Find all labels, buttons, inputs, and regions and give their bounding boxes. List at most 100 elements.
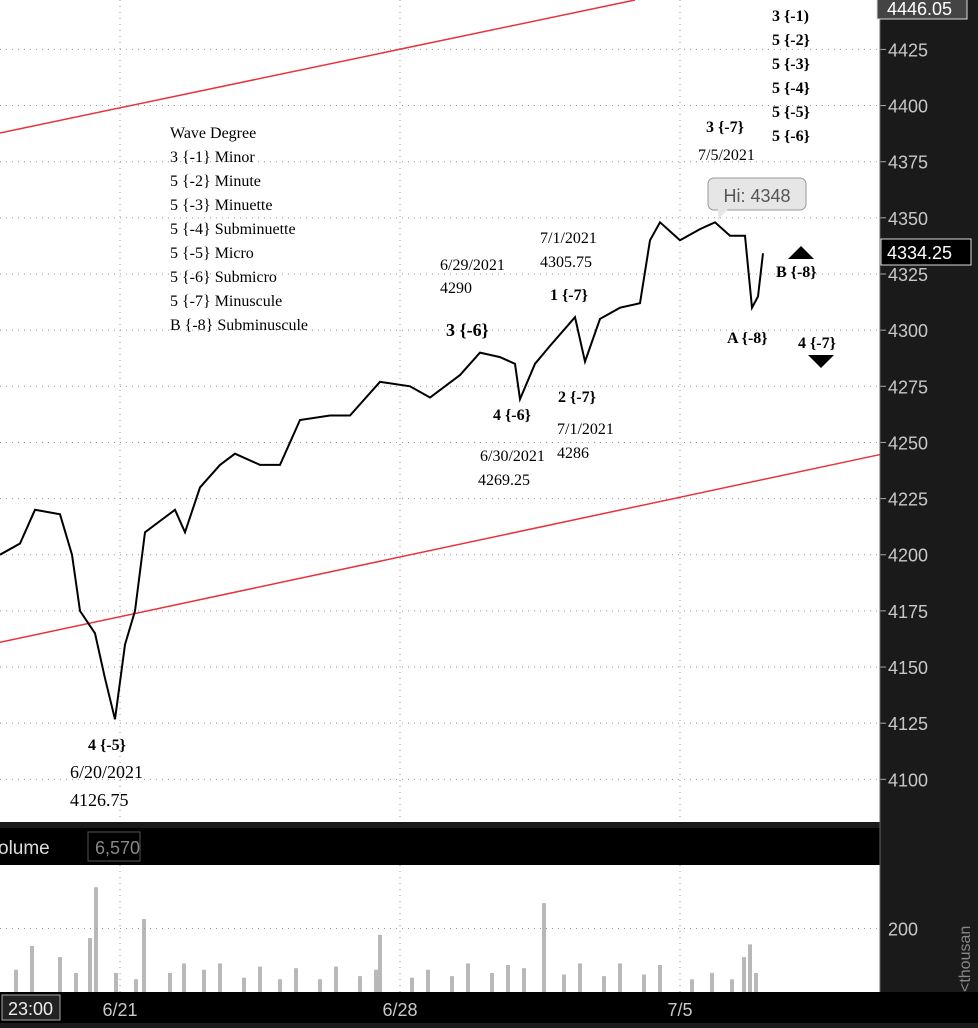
volume-bar [410, 977, 414, 992]
volume-bar [74, 972, 78, 992]
volume-bar [242, 977, 246, 992]
wave-annotation: 5 {-5} [772, 104, 810, 121]
volume-tick-label: 200 [888, 920, 918, 940]
wave-annotation: 2 {-7} [558, 389, 596, 406]
y-tick-label: 4250 [888, 433, 928, 453]
wave-annotation: 4269.25 [478, 472, 530, 489]
wave-annotation: 4 {-7} [798, 335, 836, 352]
volume-header [0, 828, 880, 865]
volume-bar [490, 972, 494, 992]
volume-bar [602, 976, 606, 992]
start-time: 23:00 [8, 999, 53, 1019]
volume-bar [134, 979, 138, 992]
volume-bar [168, 972, 172, 992]
volume-bar [710, 972, 714, 992]
volume-axis-label: <thousan [957, 926, 974, 992]
volume-bar [294, 968, 298, 992]
volume-bar [522, 968, 526, 992]
channel-line [0, 0, 636, 134]
y-tick-label: 4125 [888, 714, 928, 734]
volume-last-box [87, 831, 141, 862]
wave-legend-line: 5 {-6} Submicro [170, 269, 277, 286]
volume-bar [450, 976, 454, 992]
y-tick-label: 4300 [888, 321, 928, 341]
volume-bar [142, 918, 146, 992]
wave-annotation: 6/29/2021 [440, 257, 505, 274]
volume-bar [754, 972, 758, 992]
wave-legend-line: Wave Degree [170, 125, 256, 142]
last-price: 4334.25 [887, 243, 952, 263]
volume-bar [562, 974, 566, 992]
volume-bar [578, 963, 582, 992]
high-callout-tail [718, 209, 728, 220]
high-label: Hi: 4348 [723, 186, 790, 206]
volume-bar [690, 979, 694, 992]
volume-bar [182, 963, 186, 992]
volume-bar [14, 969, 18, 992]
wave-annotation: 4286 [557, 445, 589, 462]
volume-panel [0, 865, 880, 992]
wave-legend-line: 5 {-3} Minuette [170, 197, 272, 214]
y-tick-label: 4200 [888, 546, 928, 566]
volume-bar [542, 903, 546, 992]
wave-annotation: 7/1/2021 [540, 230, 597, 247]
volume-bar [114, 972, 118, 992]
wave-annotation: 3 {-6} [446, 320, 489, 340]
wave-annotation: 3 {-1) [772, 8, 809, 25]
start-time-box [1, 994, 61, 1021]
y-tick-label: 4150 [888, 658, 928, 678]
wave-annotation: B {-8} [776, 264, 817, 281]
y-tick-label: 4325 [888, 265, 928, 285]
wave-annotation: 6/30/2021 [480, 448, 545, 465]
y-tick-label: 4425 [888, 40, 928, 60]
price-line [0, 220, 764, 720]
volume-bar [318, 979, 322, 992]
top-price: 4446.05 [887, 0, 952, 19]
volume-bar [278, 979, 282, 992]
y-tick-label: 4275 [888, 377, 928, 397]
wave-annotation: A {-8} [727, 330, 768, 347]
y-tick-label: 4225 [888, 490, 928, 510]
volume-bar [658, 965, 662, 992]
y-tick-label: 4175 [888, 602, 928, 622]
time-axis [0, 992, 978, 1023]
wave-annotation: 4 {-6} [493, 407, 531, 424]
volume-bar [218, 963, 222, 992]
wave-legend-line: 5 {-4} Subminuette [170, 221, 296, 238]
arrow-up [788, 246, 814, 259]
high-callout [707, 177, 807, 211]
volume-bar [466, 963, 470, 992]
y-tick-label: 4100 [888, 770, 928, 790]
volume-bar [334, 966, 338, 992]
wave-annotation: 7/5/2021 [698, 147, 755, 164]
x-tick-label: 6/21 [102, 1000, 137, 1020]
top-price-box [876, 0, 968, 20]
wave-annotation: 6/20/2021 [70, 762, 143, 782]
wave-legend-line: 5 {-2} Minute [170, 173, 261, 190]
volume-bar [730, 979, 734, 992]
wave-annotation: 1 {-7} [550, 287, 588, 304]
volume-bar [358, 976, 362, 992]
volume-bar [506, 965, 510, 992]
wave-legend-line: 3 {-1} Minor [170, 149, 255, 166]
volume-bar [618, 963, 622, 992]
y-tick-label: 4350 [888, 209, 928, 229]
wave-legend-line: 5 {-5} Micro [170, 245, 254, 262]
wave-annotation: 3 {-7} [706, 119, 744, 136]
x-tick-label: 7/5 [667, 1000, 692, 1020]
volume-bar [374, 969, 378, 992]
y-tick-label: 4375 [888, 153, 928, 173]
wave-annotation: 5 {-2} [772, 32, 810, 49]
wave-annotation: 5 {-3} [772, 56, 810, 73]
wave-legend-line: B {-8} Subminuscule [170, 317, 308, 334]
volume-bar [378, 934, 382, 992]
volume-bar [426, 969, 430, 992]
volume-bar [258, 966, 262, 992]
wave-annotation: 4290 [440, 280, 472, 297]
wave-annotation: 4 {-5} [88, 737, 126, 754]
channel-line [0, 453, 881, 644]
wave-annotation: 4305.75 [540, 254, 592, 271]
price-panel [0, 0, 880, 822]
